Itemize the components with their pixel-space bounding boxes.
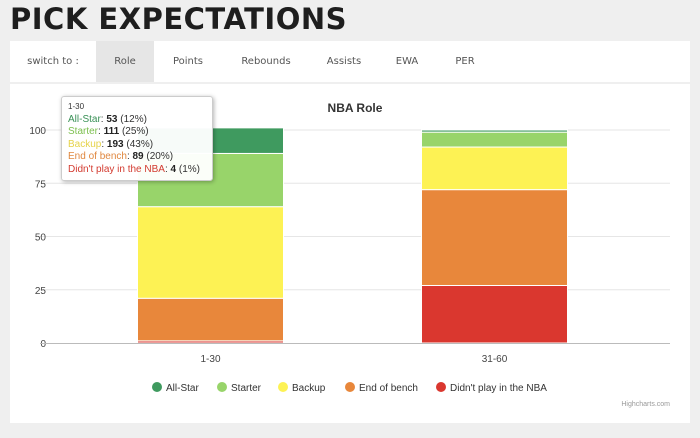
tooltip-pct: (12%) <box>120 113 147 125</box>
legend-marker <box>217 382 227 392</box>
legend-item: End of bench <box>359 383 418 394</box>
tooltip-series-name: All-Star <box>68 113 101 125</box>
tooltip-row: Didn't play in the NBA: 4 (1%) <box>68 163 200 175</box>
x-tick-label: 31-60 <box>482 354 508 365</box>
y-tick-label: 25 <box>35 286 47 297</box>
legend-marker <box>152 382 162 392</box>
tooltip-count: 111 <box>103 126 120 137</box>
tooltip-header: 1-30 <box>68 102 85 111</box>
y-tick-label: 100 <box>29 126 46 137</box>
tooltip-pct: (25%) <box>121 126 149 137</box>
tooltip-row: All-Star: 53 (12%) <box>68 113 147 125</box>
bar-segment <box>137 206 284 299</box>
tab-assists[interactable]: Assists <box>326 56 362 67</box>
bar-segment <box>137 297 284 342</box>
tooltip-pct: (43%) <box>126 138 154 150</box>
legend-marker <box>278 382 288 392</box>
tooltip-pct: (1%) <box>178 163 200 175</box>
legend-item: Backup <box>292 383 326 394</box>
x-tick-label: 1-30 <box>200 354 220 365</box>
tooltip-series-name: Didn't play in the NBA <box>68 163 165 175</box>
tooltip-row: End of bench: 89 (20%) <box>68 151 174 162</box>
legend-marker <box>436 382 446 392</box>
switch-to-label: switch to : <box>27 56 79 67</box>
bar-segment <box>421 146 568 191</box>
bar-segment <box>421 189 568 286</box>
tooltip-row: Backup: 193 (43%) <box>68 138 154 150</box>
tooltip-count: 53 <box>106 113 118 125</box>
tooltip-count: 4 <box>170 163 177 175</box>
tooltip: 1-30 All-Star: 53 (12%) Starter: 111 (25%… <box>61 96 213 181</box>
tooltip-count: 193 <box>106 138 124 150</box>
legend-item: Didn't play in the NBA <box>450 383 547 394</box>
chart-title: NBA Role <box>328 101 383 115</box>
page-title: PICK EXPECTATIONS <box>10 2 348 36</box>
legend-marker <box>345 382 355 392</box>
tab-role[interactable]: Role <box>96 41 154 82</box>
tab-ewa[interactable]: EWA <box>395 56 419 67</box>
y-tick-label: 75 <box>35 179 47 190</box>
tab-bar: switch to : Role Points Rebounds Assists… <box>10 41 690 82</box>
highcharts-credit[interactable]: Highcharts.com <box>621 401 670 408</box>
tooltip-row: Starter: 111 (25%) <box>68 126 149 137</box>
tooltip-series-name: Starter <box>68 126 99 137</box>
tab-rebounds[interactable]: Rebounds <box>241 56 291 67</box>
tab-per[interactable]: PER <box>455 56 475 67</box>
bar-segment <box>421 284 568 344</box>
legend-item: Starter <box>231 383 262 394</box>
y-tick-label: 0 <box>40 339 46 350</box>
bar-segment <box>421 129 568 133</box>
tooltip-series-name: Backup <box>68 138 102 150</box>
tooltip-series-name: End of bench <box>68 151 127 162</box>
tab-points[interactable]: Points <box>172 56 204 67</box>
tooltip-pct: (20%) <box>146 151 174 162</box>
y-tick-label: 50 <box>35 233 47 244</box>
tooltip-count: 89 <box>132 151 144 162</box>
bar-segment <box>421 131 568 148</box>
legend-item: All-Star <box>166 383 199 394</box>
